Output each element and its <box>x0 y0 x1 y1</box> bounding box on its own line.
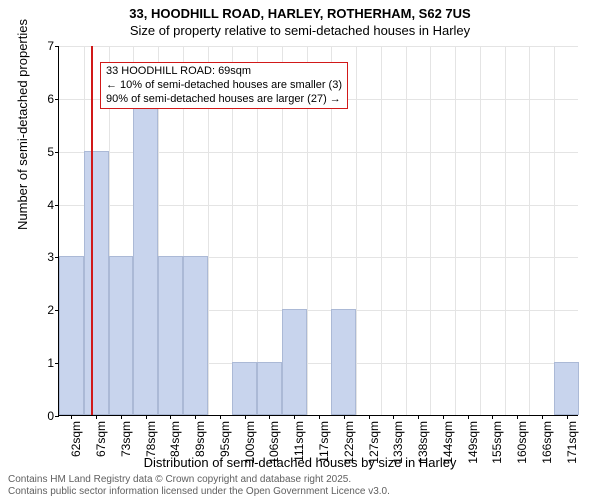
gridline-v <box>381 46 382 415</box>
x-tick-label: 73sqm <box>119 421 133 457</box>
reference-line <box>91 46 93 415</box>
x-tick-mark <box>492 415 493 419</box>
gridline-v <box>455 46 456 415</box>
chart-area: 0123456762sqm67sqm73sqm78sqm84sqm89sqm95… <box>58 46 578 416</box>
x-axis-label: Distribution of semi-detached houses by … <box>0 455 600 470</box>
title-line2: Size of property relative to semi-detach… <box>0 23 600 40</box>
y-tick-mark <box>55 152 59 153</box>
x-tick-mark <box>220 415 221 419</box>
gridline-v <box>356 46 357 415</box>
x-tick-mark <box>146 415 147 419</box>
bar <box>257 362 282 415</box>
y-axis-label: Number of semi-detached properties <box>15 19 30 230</box>
bar <box>109 256 134 415</box>
x-tick-label: 89sqm <box>193 421 207 457</box>
gridline-v <box>505 46 506 415</box>
x-tick-mark <box>344 415 345 419</box>
bar <box>554 362 579 415</box>
y-tick-mark <box>55 99 59 100</box>
x-tick-mark <box>319 415 320 419</box>
x-tick-mark <box>542 415 543 419</box>
x-tick-mark <box>269 415 270 419</box>
x-tick-mark <box>443 415 444 419</box>
footer-line1: Contains HM Land Registry data © Crown c… <box>8 474 390 486</box>
x-tick-mark <box>71 415 72 419</box>
x-tick-mark <box>195 415 196 419</box>
x-tick-label: 62sqm <box>69 421 83 457</box>
gridline-v <box>554 46 555 415</box>
y-tick-mark <box>55 46 59 47</box>
annotation-box: 33 HOODHILL ROAD: 69sqm ← 10% of semi-de… <box>100 62 348 109</box>
x-tick-mark <box>96 415 97 419</box>
gridline-h <box>59 46 578 47</box>
annotation-line3: 90% of semi-detached houses are larger (… <box>106 93 342 107</box>
gridline-v <box>529 46 530 415</box>
gridline-v <box>406 46 407 415</box>
chart-title: 33, HOODHILL ROAD, HARLEY, ROTHERHAM, S6… <box>0 0 600 40</box>
x-tick-mark <box>418 415 419 419</box>
bar <box>232 362 257 415</box>
x-tick-mark <box>121 415 122 419</box>
gridline-v <box>480 46 481 415</box>
x-tick-label: 67sqm <box>94 421 108 457</box>
x-tick-mark <box>369 415 370 419</box>
x-tick-mark <box>294 415 295 419</box>
bar <box>158 256 183 415</box>
annotation-line2: ← 10% of semi-detached houses are smalle… <box>106 79 342 93</box>
x-tick-mark <box>245 415 246 419</box>
x-tick-mark <box>170 415 171 419</box>
x-tick-mark <box>567 415 568 419</box>
bar <box>331 309 356 415</box>
x-tick-mark <box>468 415 469 419</box>
bar <box>84 151 109 415</box>
footer: Contains HM Land Registry data © Crown c… <box>8 474 390 498</box>
gridline-v <box>430 46 431 415</box>
bar <box>59 256 84 415</box>
x-tick-label: 95sqm <box>218 421 232 457</box>
x-tick-mark <box>393 415 394 419</box>
bar <box>282 309 307 415</box>
bar <box>183 256 208 415</box>
footer-line2: Contains public sector information licen… <box>8 486 390 498</box>
title-line1: 33, HOODHILL ROAD, HARLEY, ROTHERHAM, S6… <box>0 6 600 23</box>
y-tick-mark <box>55 205 59 206</box>
bar <box>133 98 158 415</box>
annotation-line1: 33 HOODHILL ROAD: 69sqm <box>106 65 342 79</box>
x-tick-label: 84sqm <box>168 421 182 457</box>
x-tick-label: 78sqm <box>144 421 158 457</box>
x-tick-mark <box>517 415 518 419</box>
y-tick-mark <box>55 416 59 417</box>
